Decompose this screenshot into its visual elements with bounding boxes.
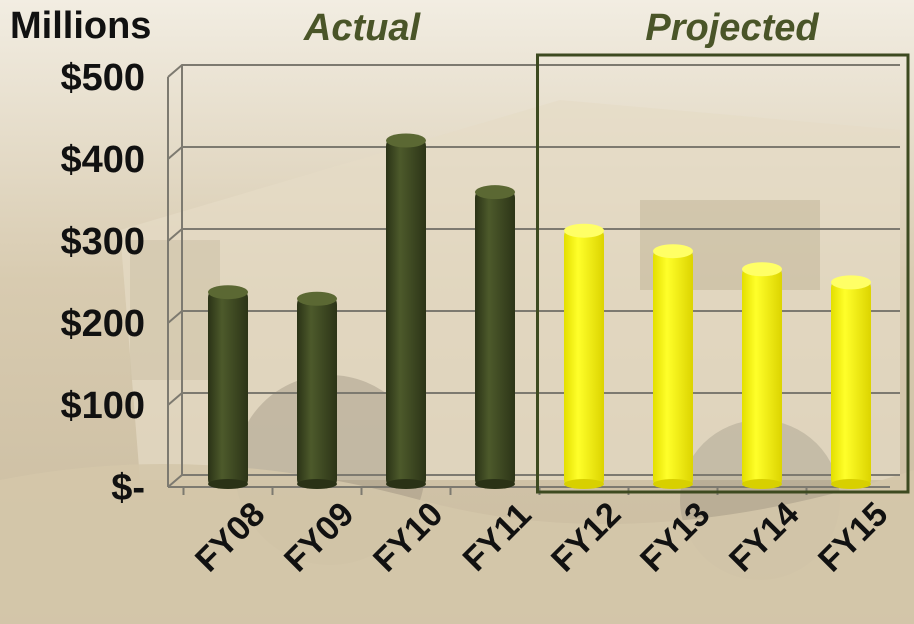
bar-cap xyxy=(475,185,515,200)
bars xyxy=(208,133,871,489)
y-tick-label: $200 xyxy=(60,303,145,345)
bar-cap xyxy=(742,262,782,277)
group-title-projected: Projected xyxy=(645,7,819,49)
bar-fy11 xyxy=(475,185,515,489)
bar-body xyxy=(208,290,248,487)
projected-region-box xyxy=(536,53,910,494)
bar-cap xyxy=(653,244,693,259)
bar-fy14 xyxy=(742,262,782,489)
y-tick-labels: $500 $400 $300 $200 $100 $- xyxy=(60,57,145,509)
bar-body xyxy=(297,296,337,487)
y-tick-label: $500 xyxy=(60,57,145,99)
bar-base xyxy=(564,479,604,489)
bar-fy08 xyxy=(208,285,248,489)
bar-base xyxy=(386,479,426,489)
bar-body xyxy=(386,138,426,487)
bar-fy13 xyxy=(653,244,693,489)
bar-body xyxy=(653,249,693,487)
bar-body xyxy=(831,280,871,487)
bar-base xyxy=(742,479,782,489)
bar-fy12 xyxy=(564,223,604,489)
bar-body xyxy=(475,190,515,487)
bar-cap xyxy=(831,275,871,290)
bar-cap xyxy=(564,223,604,238)
bar-base xyxy=(475,479,515,489)
bar-base xyxy=(653,479,693,489)
y-tick-label: $100 xyxy=(60,385,145,427)
group-title-actual: Actual xyxy=(303,7,422,49)
bar-cap xyxy=(386,133,426,148)
y-tick-label: $300 xyxy=(60,221,145,263)
ground-shape xyxy=(0,464,914,624)
bar-base xyxy=(831,479,871,489)
bar-fy15 xyxy=(831,275,871,489)
y-tick-label: $400 xyxy=(60,139,145,181)
bar-body xyxy=(564,228,604,487)
y-tick-label: $- xyxy=(111,467,145,509)
bar-fy10 xyxy=(386,133,426,489)
bar-base xyxy=(297,479,337,489)
bar-base xyxy=(208,479,248,489)
bar-fy09 xyxy=(297,291,337,489)
bar-cap xyxy=(208,285,248,300)
y-axis-label: Millions xyxy=(10,5,151,47)
bar-body xyxy=(742,267,782,487)
bar-cap xyxy=(297,291,337,306)
